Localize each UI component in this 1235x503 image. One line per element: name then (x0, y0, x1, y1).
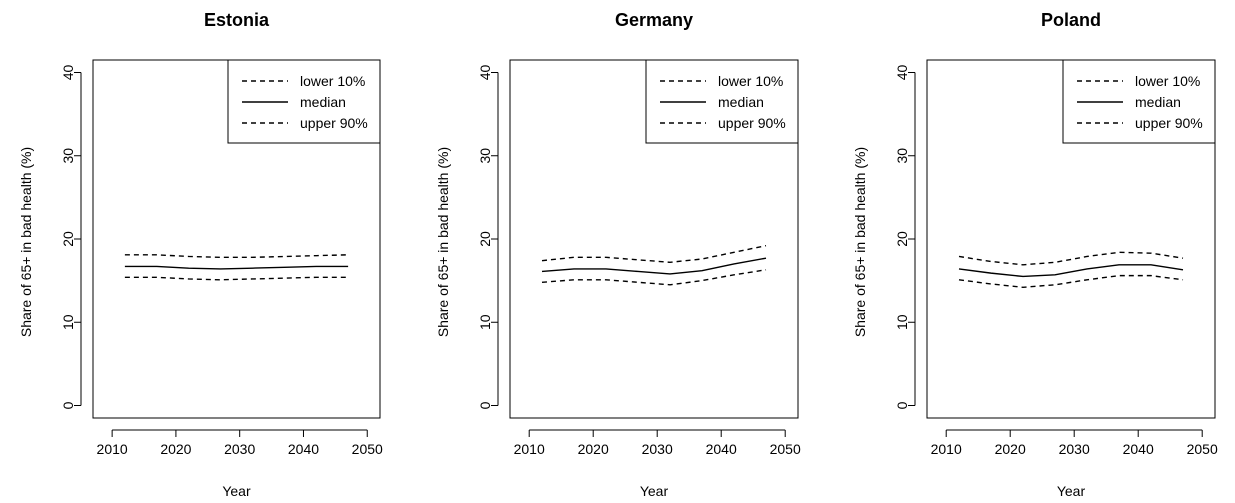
chart-1-x-tick-label-2040: 2040 (706, 441, 737, 457)
chart-1-x-tick-label-2020: 2020 (578, 441, 609, 457)
chart-0-legend-label-upper-90: upper 90% (300, 115, 368, 131)
chart-0-y-tick-label-40: 40 (60, 64, 76, 80)
chart-0-x-tick-label-2020: 2020 (160, 441, 191, 457)
chart-2-x-tick-label-2020: 2020 (995, 441, 1026, 457)
chart-0-series-upper-90-line (124, 254, 349, 259)
chart-1-x-tick-label-2010: 2010 (514, 441, 545, 457)
chart-2-legend-label-upper-90: upper 90% (1135, 115, 1203, 131)
chart-2-y-tick-label-20: 20 (894, 231, 910, 247)
chart-1-series-upper-90-line (541, 244, 767, 264)
chart-2-y-axis-label: Share of 65+ in bad health (%) (852, 147, 868, 337)
chart-0-y-tick-label-0: 0 (60, 401, 76, 409)
chart-0-legend-label-median: median (300, 94, 346, 110)
chart-0-x-axis-label: Year (222, 483, 251, 499)
chart-1-y-axis-label: Share of 65+ in bad health (%) (435, 147, 451, 337)
chart-1-y-tick-label-0: 0 (477, 401, 493, 409)
chart-1-x-tick-label-2030: 2030 (642, 441, 673, 457)
chart-0-y-tick-label-10: 10 (60, 314, 76, 330)
chart-2-x-tick-label-2010: 2010 (931, 441, 962, 457)
chart-2-title: Poland (1041, 10, 1101, 30)
chart-2-series-median-line (958, 264, 1184, 278)
chart-1-y-tick-label-40: 40 (477, 64, 493, 80)
chart-1-series-median-line (541, 257, 767, 275)
chart-2-x-tick-label-2050: 2050 (1187, 441, 1218, 457)
chart-0-y-tick-label-20: 20 (60, 231, 76, 247)
chart-1-x-axis-label: Year (640, 483, 669, 499)
chart-2-y-tick-label-0: 0 (894, 401, 910, 409)
chart-0-x-tick-label-2050: 2050 (352, 441, 383, 457)
chart-2-x-axis-label: Year (1057, 483, 1086, 499)
chart-0-x-tick-label-2030: 2030 (224, 441, 255, 457)
chart-0-x-tick-label-2040: 2040 (288, 441, 319, 457)
chart-2-y-tick-label-10: 10 (894, 314, 910, 330)
chart-1-legend-label-upper-90: upper 90% (718, 115, 786, 131)
chart-1-legend-label-median: median (718, 94, 764, 110)
chart-0-series-lower-10-line (124, 276, 349, 281)
chart-2-legend-label-lower-10: lower 10% (1135, 73, 1200, 89)
chart-0-series-median-line (124, 265, 349, 270)
chart-2-series-upper-90-line (958, 251, 1184, 266)
chart-0-title: Estonia (204, 10, 270, 30)
chart-2-y-tick-label-30: 30 (894, 148, 910, 164)
chart-1-title: Germany (615, 10, 693, 30)
chart-2-legend-label-median: median (1135, 94, 1181, 110)
chart-2-x-tick-label-2040: 2040 (1123, 441, 1154, 457)
chart-1-legend-label-lower-10: lower 10% (718, 73, 783, 89)
chart-1-x-tick-label-2050: 2050 (770, 441, 801, 457)
chart-2-y-tick-label-40: 40 (894, 64, 910, 80)
chart-1-y-tick-label-30: 30 (477, 148, 493, 164)
chart-0-x-tick-label-2010: 2010 (97, 441, 128, 457)
chart-2-x-tick-label-2030: 2030 (1059, 441, 1090, 457)
chart-1-y-tick-label-10: 10 (477, 314, 493, 330)
chart-0-legend-label-lower-10: lower 10% (300, 73, 365, 89)
chart-0-y-tick-label-30: 30 (60, 148, 76, 164)
chart-2-series-lower-10-line (958, 274, 1184, 288)
chart-1-series-lower-10-line (541, 269, 767, 286)
chart-0-y-axis-label: Share of 65+ in bad health (%) (18, 147, 34, 337)
chart-1-y-tick-label-20: 20 (477, 231, 493, 247)
